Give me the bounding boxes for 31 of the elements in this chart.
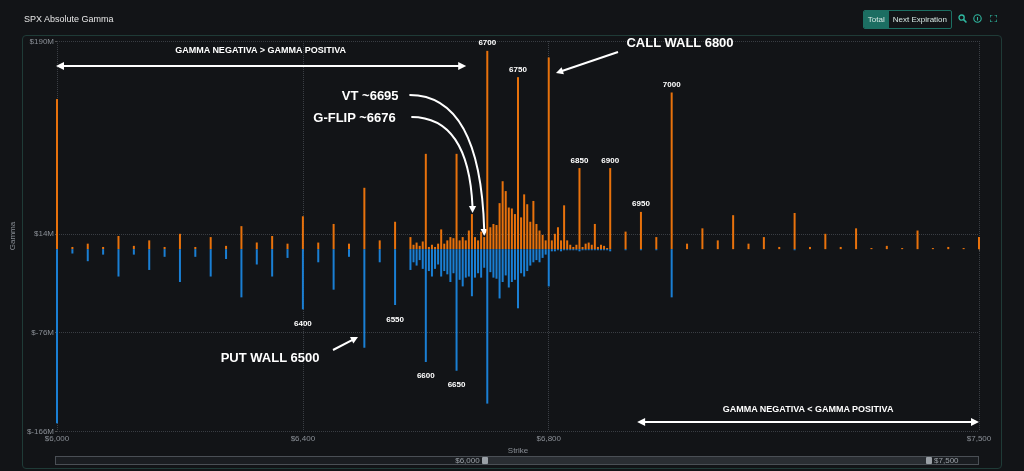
annotation: GAMMA NEGATIVA < GAMMA POSITIVA xyxy=(722,404,894,414)
x-tick-label: $7,500 xyxy=(966,433,992,443)
text: $7,500 xyxy=(934,456,959,465)
y-axis-title: Gamma xyxy=(7,221,17,251)
y-tick-label: $-76M xyxy=(31,327,55,337)
y-tick-label: $190M xyxy=(29,36,55,46)
annotation: 6850 xyxy=(570,155,589,165)
annotation: G-FLIP ~6676 xyxy=(313,109,396,125)
chart-title: SPX Absolute Gamma xyxy=(24,14,114,24)
x-tick-label: $6,800 xyxy=(536,433,562,443)
annotation: VT ~6695 xyxy=(341,87,399,103)
x-tick-label: $6,000 xyxy=(44,433,70,443)
annotation: 6550 xyxy=(386,314,405,324)
annotation: 6750 xyxy=(509,64,528,74)
annotation: 6700 xyxy=(478,38,497,48)
annotation: PUT WALL 6500 xyxy=(220,349,320,365)
annotation: 6950 xyxy=(632,199,651,209)
text: $6,000 xyxy=(455,456,480,465)
annotation: GAMMA NEGATIVA > GAMMA POSITIVA xyxy=(175,45,347,55)
text: Total xyxy=(863,11,889,28)
y-tick-label: $-166M xyxy=(26,426,55,436)
annotation: 6900 xyxy=(601,155,620,165)
annotation: 6400 xyxy=(293,318,313,328)
annotation: 6600 xyxy=(416,371,436,381)
text: Next Expiration xyxy=(891,14,948,26)
annotation: CALL WALL 6800 xyxy=(626,34,734,50)
x-axis-title: Strike xyxy=(507,446,529,456)
x-tick-label: $6,400 xyxy=(290,433,316,443)
annotation: 6650 xyxy=(447,380,466,390)
y-tick-label: $14M xyxy=(34,229,55,239)
annotation: 7000 xyxy=(662,79,682,89)
